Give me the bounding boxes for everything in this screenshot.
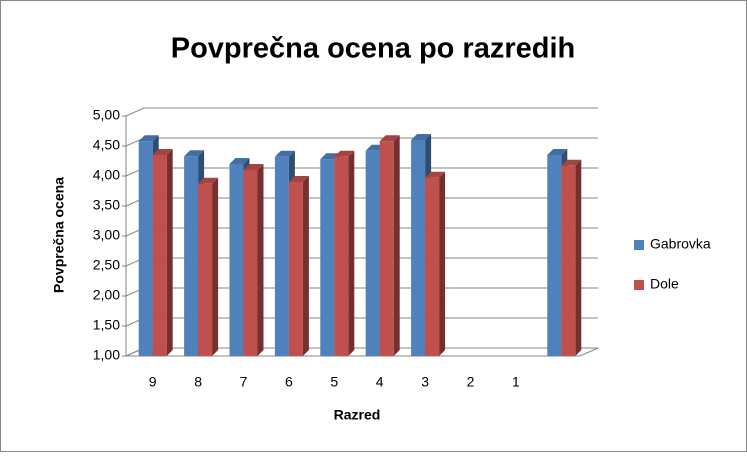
bar <box>425 177 440 356</box>
bar-top <box>288 176 309 182</box>
x-tick-label: 1 <box>512 374 520 390</box>
legend-swatch <box>634 240 644 250</box>
y-tick-label: 3,00 <box>93 227 120 243</box>
bar <box>320 159 335 356</box>
legend-label: Gabrovka <box>650 236 711 252</box>
bar <box>274 156 289 356</box>
bar-top <box>274 150 295 157</box>
y-axis-title: Povprečna ocena <box>51 177 67 293</box>
x-tick-label: 2 <box>467 374 475 390</box>
x-tick-label: 9 <box>149 374 157 390</box>
x-tick-label: 8 <box>194 374 202 390</box>
x-tick-label: 5 <box>330 374 338 390</box>
bar <box>138 141 153 356</box>
bar <box>229 164 244 356</box>
y-tick-label: 1,50 <box>93 317 120 333</box>
chart-title: Povprečna ocena po razredih <box>171 33 576 65</box>
bar-side <box>348 150 355 356</box>
x-tick-label: 3 <box>421 374 429 390</box>
y-tick-label: 2,50 <box>93 257 120 273</box>
grid-line <box>125 107 598 117</box>
bar-top <box>334 150 355 157</box>
bar <box>243 170 258 356</box>
bar-top <box>561 159 582 166</box>
bar <box>334 156 349 356</box>
y-tick-label: 4,50 <box>93 137 120 153</box>
bar-side <box>575 159 582 356</box>
y-tick-label: 4,00 <box>93 167 120 183</box>
bar-top <box>411 134 432 140</box>
bar-top <box>152 149 173 155</box>
bar <box>288 182 303 356</box>
x-axis-title: Razred <box>334 407 381 423</box>
bar-side <box>166 149 173 356</box>
y-tick-label: 3,50 <box>93 197 120 213</box>
bar-top <box>379 135 400 142</box>
legend-label: Dole <box>650 276 679 292</box>
bar <box>547 155 562 356</box>
bar <box>198 183 213 356</box>
y-tick-label: 5,00 <box>93 107 120 123</box>
x-tick-label: 7 <box>240 374 248 390</box>
bar-top <box>229 158 250 164</box>
legend-swatch <box>634 280 644 290</box>
bar <box>184 156 199 356</box>
bar-top <box>425 171 446 178</box>
bar <box>152 155 167 356</box>
bar <box>379 141 394 356</box>
bar <box>411 140 426 356</box>
bar <box>365 150 380 356</box>
y-tick-label: 1,00 <box>93 347 120 363</box>
bar-top <box>184 150 205 157</box>
y-tick-label: 2,00 <box>93 287 120 303</box>
bar-side <box>257 164 264 356</box>
bar <box>561 165 576 356</box>
x-tick-label: 4 <box>376 374 384 390</box>
bar-top <box>243 164 264 170</box>
bar-top <box>138 135 159 142</box>
bar-side <box>302 176 309 356</box>
x-tick-label: 6 <box>285 374 293 390</box>
bar-top <box>198 177 219 184</box>
bar-side <box>393 135 400 356</box>
bar-top <box>547 149 568 155</box>
bar-side <box>439 171 446 356</box>
bar-side <box>212 177 219 356</box>
